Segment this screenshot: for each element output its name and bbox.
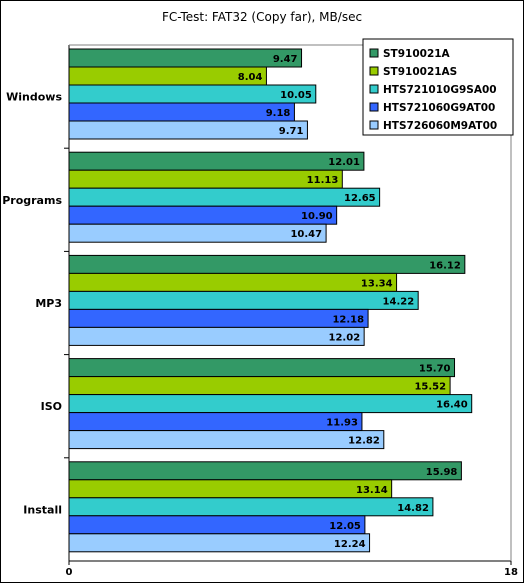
data-label: 12.65 bbox=[344, 193, 376, 204]
x-tick-label: 0 bbox=[66, 567, 73, 578]
data-label: 14.22 bbox=[383, 296, 415, 307]
bar-HTS726060M9AT00-Windows bbox=[68, 120, 308, 140]
legend-label: HTS721060G9AT00 bbox=[383, 102, 495, 114]
category-label: Programs bbox=[2, 194, 62, 207]
bar-HTS721060G9AT00-ISO bbox=[68, 412, 363, 432]
legend-label: ST910021A bbox=[383, 48, 451, 60]
data-label: 13.34 bbox=[361, 278, 393, 289]
legend-swatch bbox=[369, 84, 379, 94]
data-label: 16.12 bbox=[429, 260, 461, 271]
legend-box bbox=[362, 38, 514, 136]
legend-swatch bbox=[369, 48, 379, 58]
bar-ST910021A-Programs bbox=[68, 151, 365, 171]
data-label: 12.24 bbox=[334, 539, 366, 550]
bar-HTS726060M9AT00-Install bbox=[68, 533, 371, 553]
category-label: ISO bbox=[41, 400, 62, 413]
bar-HTS726060M9AT00-MP3 bbox=[68, 326, 365, 346]
bar-HTS726060M9AT00-Programs bbox=[68, 223, 327, 243]
bar-HTS721060G9AT00-MP3 bbox=[68, 308, 369, 328]
bar-HTS721060G9AT00-Install bbox=[68, 515, 366, 535]
legend-swatch bbox=[369, 120, 379, 130]
data-label: 9.47 bbox=[273, 54, 298, 65]
data-label: 8.04 bbox=[238, 72, 263, 83]
bar-HTS721060G9AT00-Programs bbox=[68, 205, 338, 225]
data-label: 13.14 bbox=[356, 485, 388, 496]
data-label: 15.98 bbox=[426, 467, 458, 478]
legend-label: HTS721010G9SA00 bbox=[383, 84, 497, 96]
data-label: 12.05 bbox=[329, 521, 361, 532]
chart-title: FC-Test: FAT32 (Copy far), MB/sec bbox=[162, 10, 362, 24]
data-label: 12.02 bbox=[329, 332, 361, 343]
x-tick-label: 18 bbox=[504, 567, 518, 578]
bar-ST910021A-Windows bbox=[68, 48, 303, 68]
bar-HTS721010G9SA00-Install bbox=[68, 497, 434, 517]
legend-label: HTS726060M9AT00 bbox=[383, 120, 497, 132]
legend-swatch bbox=[369, 66, 379, 76]
data-label: 12.82 bbox=[348, 436, 380, 447]
data-label: 10.47 bbox=[290, 229, 322, 240]
bar-HTS721010G9SA00-Windows bbox=[68, 84, 317, 104]
data-label: 12.18 bbox=[332, 314, 364, 325]
bar-HTS726060M9AT00-ISO bbox=[68, 430, 385, 450]
legend: ST910021A ST910021AS HTS721010G9SA00 HTS721… bbox=[362, 38, 514, 136]
category-label: Install bbox=[23, 503, 62, 516]
data-label: 9.18 bbox=[266, 108, 291, 119]
bar-ST910021AS-MP3 bbox=[68, 272, 398, 292]
data-label: 12.01 bbox=[328, 157, 360, 168]
data-label: 10.90 bbox=[301, 211, 333, 222]
data-label: 16.40 bbox=[436, 400, 468, 411]
bar-ST910021AS-Programs bbox=[68, 169, 343, 189]
bar-ST910021A-ISO bbox=[68, 358, 456, 378]
category-label: Windows bbox=[6, 91, 62, 104]
data-label: 14.82 bbox=[397, 503, 429, 514]
bar-ST910021A-MP3 bbox=[68, 254, 466, 274]
category-label: MP3 bbox=[35, 297, 62, 310]
data-label: 15.70 bbox=[419, 364, 451, 375]
legend-label: ST910021AS bbox=[383, 66, 457, 78]
bar-HTS721010G9SA00-ISO bbox=[68, 394, 473, 414]
bar-HTS721060G9AT00-Windows bbox=[68, 102, 295, 122]
bar-ST910021AS-Install bbox=[68, 479, 393, 499]
data-label: 9.71 bbox=[279, 126, 304, 137]
bar-ST910021AS-ISO bbox=[68, 376, 451, 396]
bar-HTS721010G9SA00-MP3 bbox=[68, 290, 419, 310]
legend-swatch bbox=[369, 102, 379, 112]
bar-ST910021A-Install bbox=[68, 461, 462, 481]
data-label: 11.93 bbox=[326, 418, 358, 429]
data-label: 10.05 bbox=[280, 90, 312, 101]
data-label: 15.52 bbox=[414, 382, 446, 393]
data-label: 11.13 bbox=[307, 175, 339, 186]
bar-HTS721010G9SA00-Programs bbox=[68, 187, 381, 207]
